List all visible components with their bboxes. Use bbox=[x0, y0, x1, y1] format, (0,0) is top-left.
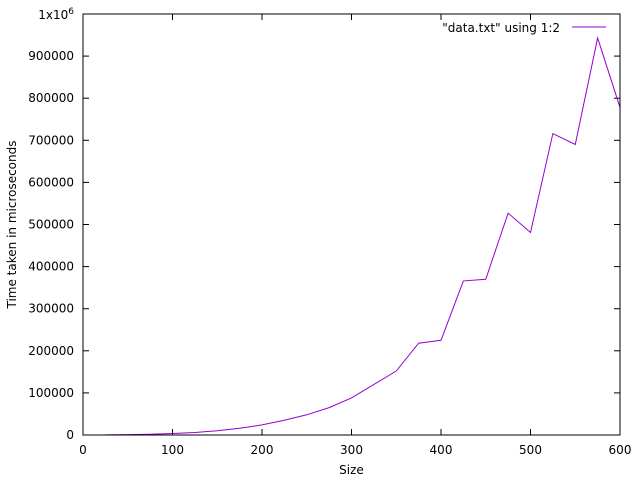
y-tick-label: 900000 bbox=[28, 49, 74, 63]
y-tick-label-top: 1x106 bbox=[38, 7, 74, 22]
x-tick-label: 500 bbox=[519, 443, 542, 457]
y-tick-label: 0 bbox=[66, 428, 74, 442]
x-tick-label: 400 bbox=[430, 443, 453, 457]
x-tick-label: 600 bbox=[609, 443, 632, 457]
legend: "data.txt" using 1:2 bbox=[442, 21, 606, 35]
y-tick-label: 600000 bbox=[28, 175, 74, 189]
x-tick-label: 300 bbox=[340, 443, 363, 457]
x-tick-label: 0 bbox=[79, 443, 87, 457]
y-tick-label: 100000 bbox=[28, 386, 74, 400]
series-line bbox=[105, 36, 621, 436]
y-tick-label: 400000 bbox=[28, 260, 74, 274]
plot-frame bbox=[82, 13, 621, 436]
x-tick-label: 100 bbox=[161, 443, 184, 457]
y-tick-label: 300000 bbox=[28, 302, 74, 316]
y-axis-label: Time taken in microseconds bbox=[5, 141, 19, 310]
x-axis-label: Size bbox=[339, 463, 364, 477]
series-layer bbox=[105, 36, 621, 436]
y-tick-exponent: 6 bbox=[68, 7, 74, 17]
y-tick-label: 700000 bbox=[28, 133, 74, 147]
axis-tick-labels: 0 100 200 300 400 500 600 0 100000 200000 300000 40… bbox=[28, 49, 631, 457]
y-tick-label: 500000 bbox=[28, 218, 74, 232]
legend-entry-label: "data.txt" using 1:2 bbox=[442, 21, 560, 35]
y-tick-label: 800000 bbox=[28, 91, 74, 105]
y-tick-label: 200000 bbox=[28, 344, 74, 358]
x-tick-label: 200 bbox=[251, 443, 274, 457]
